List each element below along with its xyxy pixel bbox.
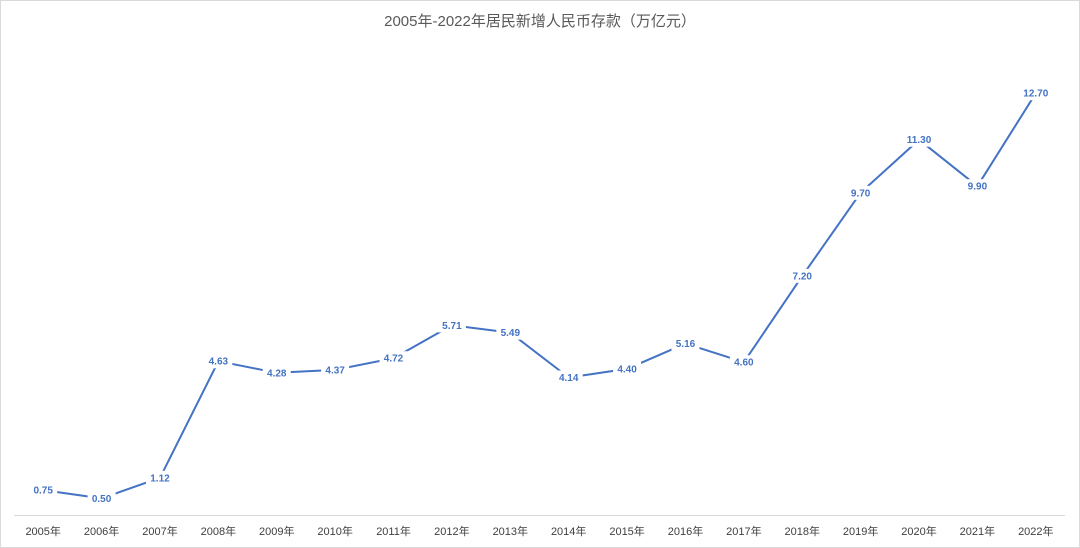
data-label-bg (496, 325, 525, 340)
series-line (43, 92, 1037, 500)
x-tick-label: 2021年 (960, 524, 995, 538)
data-label: 4.37 (325, 365, 345, 376)
data-label: 7.20 (793, 271, 813, 282)
x-tick-label: 2016年 (668, 524, 703, 538)
x-tick-label: 2015年 (609, 524, 644, 538)
data-label-bg (613, 361, 642, 376)
data-label-bg (846, 185, 875, 200)
x-tick-label: 2017年 (726, 524, 761, 538)
data-label-bg (1018, 86, 1053, 101)
x-tick-label: 2011年 (376, 524, 411, 538)
data-label: 1.12 (150, 473, 170, 484)
data-label: 12.70 (1023, 89, 1048, 100)
data-label: 4.28 (267, 368, 287, 379)
data-label: 9.70 (851, 188, 871, 199)
data-label: 11.30 (907, 135, 932, 146)
x-tick-label: 2020年 (901, 524, 936, 538)
data-label: 9.90 (968, 182, 988, 193)
x-tick-label: 2009年 (259, 524, 294, 538)
chart-title: 2005年-2022年居民新增人民币存款（万亿元） (384, 13, 696, 30)
data-label: 0.75 (33, 486, 53, 497)
x-tick-label: 2010年 (317, 524, 352, 538)
x-tick-label: 2005年 (25, 524, 60, 538)
data-label: 5.71 (442, 321, 462, 332)
x-tick-label: 2013年 (493, 524, 528, 538)
data-label: 4.72 (384, 354, 404, 365)
data-label-bg (87, 491, 116, 506)
x-tick-label: 2012年 (434, 524, 469, 538)
x-tick-label: 2006年 (84, 524, 119, 538)
data-label: 4.60 (734, 358, 754, 369)
data-label: 4.14 (559, 373, 579, 384)
x-tick-label: 2014年 (551, 524, 586, 538)
data-label-bg (788, 268, 817, 283)
x-tick-label: 2018年 (785, 524, 820, 538)
data-label-bg (29, 483, 58, 498)
data-label-bg (554, 370, 583, 385)
data-label: 5.49 (501, 328, 521, 339)
x-tick-label: 2019年 (843, 524, 878, 538)
data-label-bg (145, 470, 174, 485)
data-label: 0.50 (92, 494, 112, 505)
data-label-bg (963, 179, 992, 194)
data-label: 5.16 (676, 339, 696, 350)
data-label-bg (379, 351, 408, 366)
data-label: 4.63 (209, 357, 229, 368)
data-label-bg (729, 355, 758, 370)
data-label-bg (204, 354, 233, 369)
data-label-layer: 0.75 0.50 1.12 4.63 4.28 4.37 4.72 5.71 5.49 4.14… (29, 86, 1053, 506)
data-label-bg (321, 362, 350, 377)
x-tick-labels: 2005年 2006年 2007年 2008年 2009年 2010年 2011年 2012年… (25, 524, 1053, 538)
data-label-bg (262, 365, 291, 380)
data-label-bg (437, 318, 466, 333)
x-tick-label: 2022年 (1018, 524, 1053, 538)
data-label-bg (671, 336, 700, 351)
data-label-bg (902, 132, 937, 147)
data-label: 4.40 (617, 364, 637, 375)
x-tick-label: 2007年 (142, 524, 177, 538)
x-tick-label: 2008年 (201, 524, 236, 538)
